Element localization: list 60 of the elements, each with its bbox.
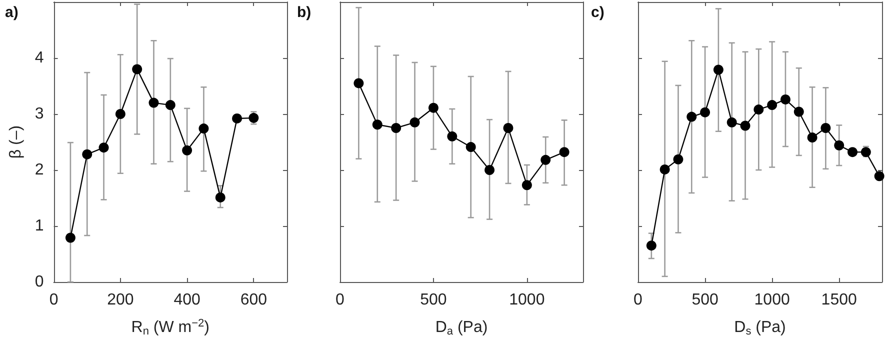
point (660, 164, 670, 174)
point (466, 142, 476, 152)
point (780, 94, 790, 104)
point (372, 120, 382, 130)
point (428, 102, 438, 113)
point (726, 117, 737, 128)
x-tick-label: 500 (420, 292, 447, 308)
x-tick-label: 400 (174, 292, 200, 308)
point (132, 64, 142, 74)
y-tick-label: 1 (34, 218, 44, 234)
x-tick-label: 200 (107, 292, 134, 308)
point (82, 149, 92, 160)
y-tick-label: 4 (34, 50, 44, 66)
x-tick-label: 1500 (821, 292, 857, 308)
point (115, 109, 126, 119)
chart-title: b) (297, 4, 312, 21)
point (148, 98, 159, 108)
point (503, 123, 514, 133)
point (834, 140, 844, 150)
point (848, 147, 858, 158)
point (522, 180, 532, 190)
point (484, 165, 495, 175)
point (754, 104, 764, 115)
point (447, 131, 458, 142)
y-axis-title: β (–) (8, 125, 24, 159)
point (198, 124, 209, 134)
y-tick-label: 0 (34, 274, 44, 290)
x-tick-label: 0 (49, 292, 58, 308)
point (391, 123, 402, 133)
point (65, 232, 76, 243)
x-tick-label: 1000 (509, 292, 545, 308)
x-tick-label: 600 (240, 292, 268, 308)
point (215, 192, 226, 202)
point (540, 154, 551, 165)
point (807, 132, 818, 143)
point (740, 120, 750, 131)
point (820, 123, 831, 133)
x-tick-label: 0 (336, 292, 345, 308)
chart-title: a) (5, 4, 18, 21)
y-tick-label: 3 (34, 106, 44, 122)
point (767, 100, 778, 110)
point (98, 142, 109, 153)
point (646, 240, 656, 251)
point (713, 64, 724, 75)
point (673, 154, 684, 164)
x-tick-label: 500 (692, 292, 718, 308)
point (874, 171, 884, 182)
point (232, 113, 242, 124)
point (794, 106, 804, 117)
x-tick-label: 1000 (754, 292, 790, 308)
point (686, 112, 697, 122)
chart-title: c) (591, 4, 604, 21)
point (700, 107, 710, 118)
point (410, 117, 420, 128)
x-tick-label: 0 (634, 292, 643, 308)
point (182, 145, 192, 156)
point (165, 100, 176, 110)
point (354, 78, 364, 88)
y-tick-label: 2 (34, 162, 44, 178)
point (559, 147, 570, 158)
